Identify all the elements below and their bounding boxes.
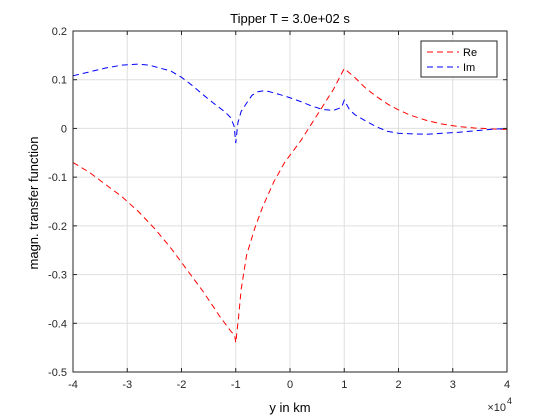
y-tick-label: -0.3	[48, 270, 67, 282]
legend-label-im: Im	[463, 62, 475, 74]
y-tick-label: 0.1	[52, 75, 67, 87]
x-tick-label: 0	[287, 379, 293, 391]
x-axis-exponent: ×10	[487, 402, 506, 414]
y-axis-label: magn. transfer function	[26, 137, 41, 270]
x-tick-label: 3	[450, 379, 456, 391]
x-axis-exponent-base: ×10	[487, 402, 506, 414]
y-tick-label: -0.2	[48, 221, 67, 233]
plot-area: -4 -3 -2 -1 0 1 2 3 4 -0.5 -0.4 -0.3 -0.2 -0.1 0 0.1 0.2…	[48, 26, 510, 391]
x-tick-label: -4	[68, 379, 78, 391]
x-tick-label: 1	[341, 379, 347, 391]
x-axis-exponent-power: 4	[507, 396, 512, 406]
chart-title: Tipper T = 3.0e+02 s	[230, 11, 350, 26]
x-tick-label: -1	[231, 379, 241, 391]
legend: Re Im	[420, 40, 498, 78]
x-tick-label: 2	[395, 379, 401, 391]
x-axis-label: y in km	[269, 400, 310, 415]
series-line-im	[72, 63, 508, 144]
legend-label-re: Re	[463, 47, 477, 59]
y-tick-label: -0.1	[48, 172, 67, 184]
y-tick-label: -0.5	[48, 367, 67, 379]
y-tick-label: -0.4	[48, 318, 67, 330]
legend-box	[420, 40, 498, 78]
x-tick-label: 4	[504, 379, 510, 391]
x-tick-label: -2	[177, 379, 187, 391]
y-tick-label: 0.2	[52, 26, 67, 38]
y-tick-label: 0	[61, 123, 67, 135]
series-line-re	[72, 67, 508, 343]
x-tick-label: -3	[122, 379, 132, 391]
